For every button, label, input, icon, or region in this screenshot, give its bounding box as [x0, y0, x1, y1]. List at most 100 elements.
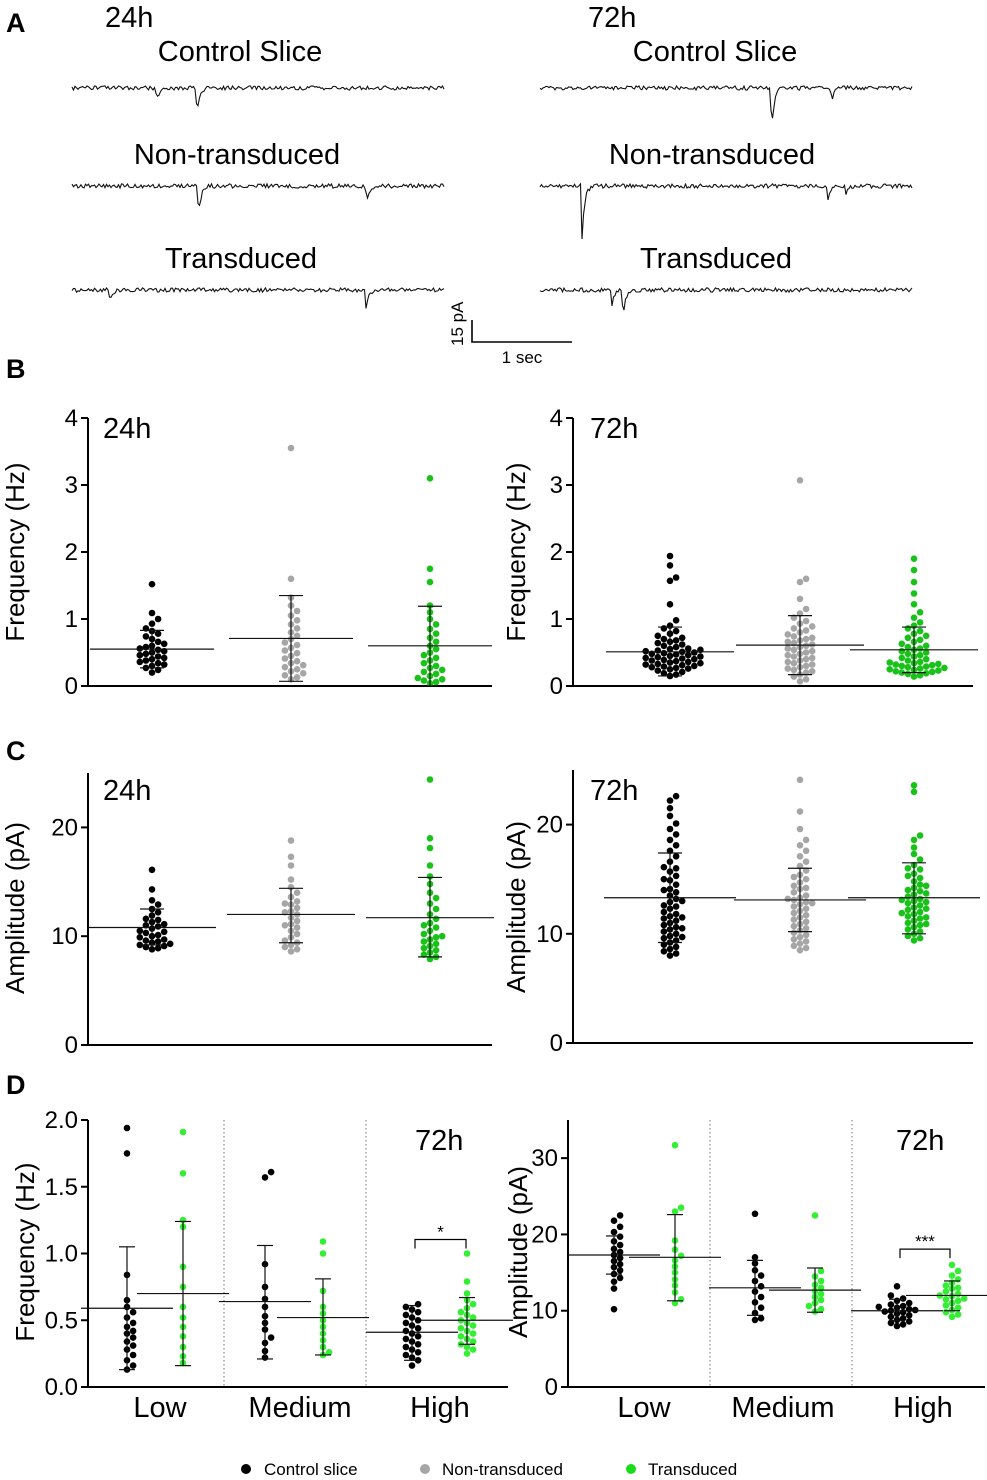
data-point-control-slice	[697, 659, 704, 667]
data-point-non-transduced	[784, 645, 792, 652]
data-point-control-slice	[616, 1260, 624, 1268]
data-point-transduced	[469, 1338, 477, 1345]
data-point-transduced	[886, 666, 893, 673]
data-point-non-transduced	[281, 900, 289, 907]
data-point-non-transduced	[802, 836, 810, 844]
legend-label-nontransduced: Non-transduced	[442, 1460, 563, 1479]
data-point-transduced	[922, 882, 930, 890]
data-point-transduced	[463, 1250, 471, 1257]
data-point-control-slice	[691, 655, 698, 663]
y-tick-label: 1	[550, 606, 563, 633]
data-point-non-transduced	[808, 668, 816, 675]
data-point-transduced	[954, 1267, 962, 1275]
data-point-control-slice	[654, 667, 662, 674]
data-point-control-slice	[148, 620, 156, 627]
data-point-transduced	[671, 1208, 679, 1215]
data-point-transduced	[922, 655, 930, 663]
data-point-non-transduced	[281, 639, 289, 646]
data-point-control-slice	[672, 651, 680, 658]
data-point-transduced	[432, 630, 440, 637]
trace-label-nontransduced-24h: Non-transduced	[134, 139, 340, 171]
data-point-control-slice	[660, 625, 668, 632]
data-point-control-slice	[654, 653, 662, 661]
data-point-non-transduced	[293, 657, 301, 665]
data-point-control-slice	[678, 634, 686, 642]
data-point-control-slice	[154, 638, 162, 646]
data-point-transduced	[319, 1250, 327, 1257]
trace-1	[71, 182, 445, 207]
data-point-transduced	[432, 924, 440, 931]
data-point-transduced	[922, 905, 930, 912]
data-point-control-slice	[887, 1292, 895, 1299]
data-point-control-slice	[672, 865, 680, 872]
data-point-non-transduced	[790, 909, 798, 917]
data-point-control-slice	[148, 580, 156, 588]
data-point-transduced	[426, 862, 434, 869]
data-point-control-slice	[666, 952, 674, 959]
data-point-control-slice	[414, 1333, 422, 1340]
data-point-control-slice	[678, 668, 686, 676]
data-point-transduced	[420, 651, 428, 659]
y-tick-label: 10	[536, 921, 563, 948]
data-point-control-slice	[899, 1321, 907, 1328]
data-point-non-transduced	[790, 659, 798, 667]
y-tick-label: 20	[51, 814, 78, 841]
y-tick-label: 4	[550, 405, 563, 432]
data-point-control-slice	[402, 1351, 410, 1359]
category-label-high: High	[893, 1392, 953, 1424]
data-point-transduced	[904, 913, 912, 920]
data-point-non-transduced	[802, 911, 810, 919]
data-point-transduced	[426, 776, 434, 783]
scale-bar: 15 pA 1 sec	[448, 301, 572, 367]
data-point-control-slice	[402, 1327, 410, 1335]
data-point-transduced	[898, 654, 906, 662]
y-axis-label: Frequency (Hz)	[501, 462, 531, 641]
y-tick-label: 0	[545, 1374, 558, 1401]
data-point-transduced	[942, 1296, 950, 1303]
data-point-transduced	[817, 1267, 825, 1275]
data-point-control-slice	[154, 938, 162, 945]
data-point-control-slice	[660, 656, 668, 664]
data-point-transduced	[948, 1313, 956, 1321]
chart-title: 24h	[103, 413, 151, 445]
data-point-non-transduced	[790, 922, 798, 930]
y-tick-label: 0.0	[45, 1374, 78, 1401]
data-point-non-transduced	[790, 873, 798, 881]
data-point-transduced	[935, 667, 942, 674]
data-point-non-transduced	[802, 918, 810, 926]
data-point-non-transduced	[796, 853, 804, 860]
data-point-non-transduced	[790, 942, 798, 950]
data-point-non-transduced	[808, 634, 816, 642]
data-point-control-slice	[660, 948, 668, 955]
data-point-transduced	[677, 1252, 685, 1260]
data-point-control-slice	[666, 804, 674, 812]
data-point-control-slice	[129, 1308, 137, 1316]
data-point-transduced	[817, 1290, 825, 1298]
trace-time-label-72h: 72h	[588, 2, 636, 34]
data-point-transduced	[948, 1261, 956, 1269]
y-tick-label: 0.5	[45, 1307, 78, 1334]
data-point-control-slice	[666, 797, 674, 804]
data-point-non-transduced	[790, 625, 798, 632]
data-point-control-slice	[654, 660, 662, 668]
data-point-control-slice	[166, 940, 174, 948]
data-point-control-slice	[911, 1306, 919, 1314]
data-point-control-slice	[672, 657, 680, 665]
data-point-non-transduced	[808, 899, 816, 907]
y-tick-label: 3	[65, 472, 78, 499]
data-point-control-slice	[142, 937, 150, 944]
data-point-control-slice	[142, 657, 150, 664]
data-point-non-transduced	[784, 665, 792, 672]
data-point-control-slice	[616, 1223, 624, 1231]
data-point-control-slice	[672, 574, 680, 581]
data-point-control-slice	[757, 1272, 765, 1279]
data-point-transduced	[671, 1299, 679, 1307]
data-point-control-slice	[678, 641, 686, 648]
data-point-transduced	[671, 1141, 679, 1149]
data-point-non-transduced	[802, 875, 810, 883]
data-point-transduced	[904, 643, 912, 651]
data-point-transduced	[910, 614, 918, 621]
chart-frequency-72h: 0 1 2 3 4 72h Frequency (Hz)	[501, 405, 978, 700]
data-point-transduced	[922, 890, 930, 897]
data-point-transduced	[922, 649, 930, 656]
